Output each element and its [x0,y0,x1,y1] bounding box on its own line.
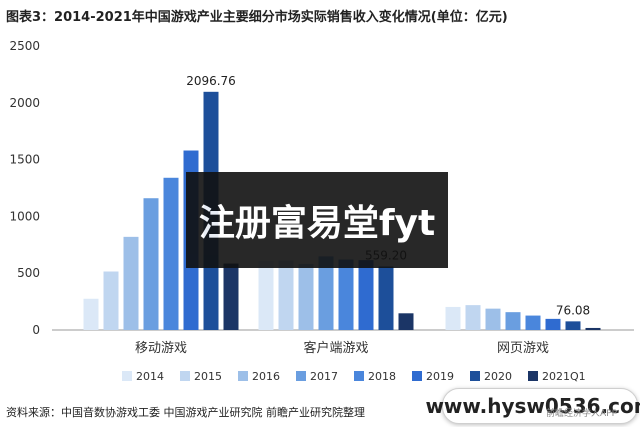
bar-2016-2 [485,308,501,330]
legend-label: 2018 [368,370,396,383]
bar-2019-1 [358,260,374,330]
bar-2017-2 [505,312,521,330]
data-label: 76.08 [556,303,590,317]
data-label: 2096.76 [186,74,236,88]
legend-swatch [180,371,190,381]
x-category-label: 移动游戏 [135,341,187,356]
bar-2020-1 [378,266,394,330]
website-badge[interactable]: www.hysw0536.com [425,388,640,424]
y-tick-label: 2500 [9,39,40,53]
bar-2018-2 [525,315,541,330]
source-note: 资料来源：中国音数协游戏工委 中国游戏产业研究院 前瞻产业研究院整理 [6,406,365,419]
legend-label: 2017 [310,370,338,383]
y-tick-label: 500 [17,266,40,280]
legend-swatch [238,371,248,381]
y-tick-label: 1000 [9,209,40,223]
y-tick-label: 0 [32,323,40,337]
bar-2017-1 [318,256,334,330]
bar-2021Q1-1 [398,313,414,330]
legend-label: 2021Q1 [542,370,586,383]
bar-2018-1 [338,259,354,330]
bar-2020-2 [565,321,581,330]
legend-label: 2014 [136,370,164,383]
legend-swatch [412,371,422,381]
legend-label: 2015 [194,370,222,383]
legend-label: 2019 [426,370,454,383]
x-category-label: 网页游戏 [497,341,549,356]
chart-title: 图表3：2014-2021年中国游戏产业主要细分市场实际销售收入变化情况(单位：… [6,10,508,25]
y-tick-label: 1500 [9,153,40,167]
legend-swatch [470,371,480,381]
bar-2014-0 [83,298,99,330]
bar-2021Q1-2 [585,327,601,330]
bar-2015-0 [103,271,119,330]
x-category-label: 客户端游戏 [303,340,368,356]
bar-2019-2 [545,318,561,330]
legend-label: 2020 [484,370,512,383]
bar-2015-1 [278,260,294,330]
bar-2016-0 [123,236,139,330]
bar-2017-0 [143,198,159,330]
legend-swatch [122,371,132,381]
legend-swatch [296,371,306,381]
y-tick-label: 2000 [9,96,40,110]
overlay-banner: 注册富易堂fyt [186,172,448,268]
legend-swatch [354,371,364,381]
bar-2015-2 [465,305,481,330]
legend-label: 2016 [252,370,280,383]
legend-swatch [528,371,538,381]
bar-2021Q1-0 [223,263,239,330]
bar-2016-1 [298,263,314,330]
bar-2014-2 [445,306,461,330]
bar-2014-1 [258,260,274,330]
bar-2018-0 [163,177,179,330]
app-tag: 前瞻经济学人APP [546,409,618,419]
